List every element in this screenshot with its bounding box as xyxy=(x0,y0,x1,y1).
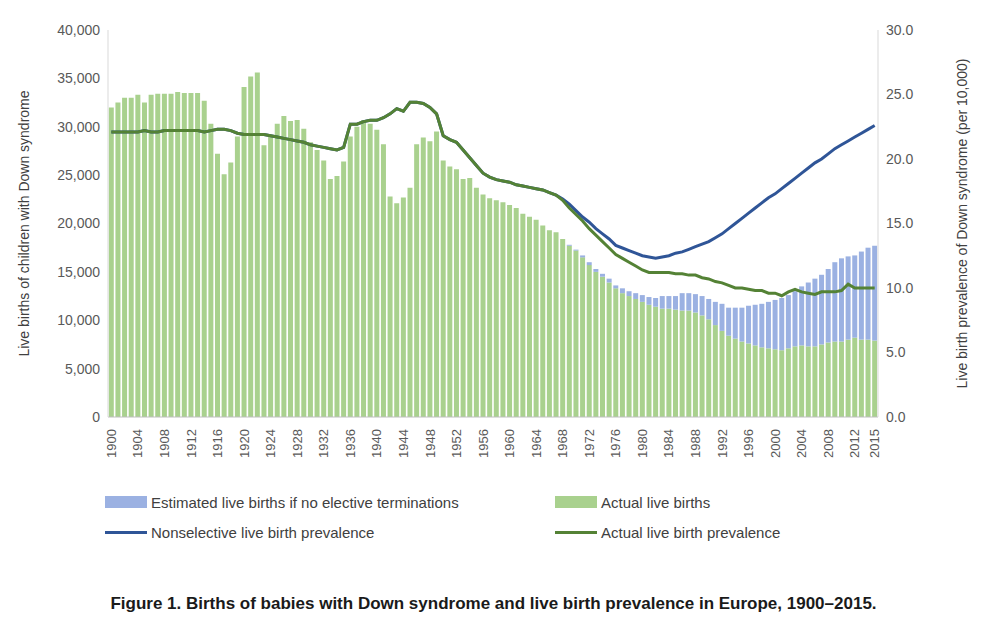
svg-text:1936: 1936 xyxy=(343,429,358,458)
svg-text:30.0: 30.0 xyxy=(886,22,913,38)
svg-text:1992: 1992 xyxy=(715,429,730,458)
svg-text:1976: 1976 xyxy=(608,429,623,458)
svg-text:20,000: 20,000 xyxy=(57,215,100,231)
html-text:Actual live births: Actual live births xyxy=(601,493,711,511)
svg-text:40,000: 40,000 xyxy=(57,22,100,38)
svg-text:25,000: 25,000 xyxy=(57,167,100,183)
svg-text:35,000: 35,000 xyxy=(57,70,100,86)
svg-text:1912: 1912 xyxy=(184,429,199,458)
svg-text:1980: 1980 xyxy=(635,429,650,458)
svg-text:5,000: 5,000 xyxy=(65,361,100,377)
svg-text:0: 0 xyxy=(92,409,100,425)
svg-text:5.0: 5.0 xyxy=(886,344,906,360)
html-text:Actual live birth prevalence: Actual live birth prevalence xyxy=(601,523,781,541)
svg-text:20.0: 20.0 xyxy=(886,151,913,167)
svg-text:30,000: 30,000 xyxy=(57,119,100,135)
html-text:Figure 1. Births of babies wit: Figure 1. Births of babies with Down syn… xyxy=(110,594,877,613)
svg-text:2008: 2008 xyxy=(821,429,836,458)
svg-text:1940: 1940 xyxy=(369,429,384,458)
svg-text:1996: 1996 xyxy=(741,429,756,458)
svg-text:15.0: 15.0 xyxy=(886,215,913,231)
svg-text:1964: 1964 xyxy=(529,429,544,458)
svg-text:1984: 1984 xyxy=(661,429,676,458)
svg-text:1944: 1944 xyxy=(396,429,411,458)
svg-text:1988: 1988 xyxy=(688,429,703,458)
svg-text:1916: 1916 xyxy=(210,429,225,458)
svg-text:1956: 1956 xyxy=(476,429,491,458)
svg-text:Live birth prevalence of Down: Live birth prevalence of Down syndrome (… xyxy=(954,59,970,389)
svg-text:1900: 1900 xyxy=(104,429,119,458)
svg-text:1908: 1908 xyxy=(157,429,172,458)
svg-text:1960: 1960 xyxy=(502,429,517,458)
svg-text:1952: 1952 xyxy=(449,429,464,458)
svg-text:Live births of children with D: Live births of children with Down syndro… xyxy=(16,90,32,356)
svg-text:2000: 2000 xyxy=(768,429,783,458)
svg-text:2004: 2004 xyxy=(794,429,809,458)
svg-text:1972: 1972 xyxy=(582,429,597,458)
svg-text:10.0: 10.0 xyxy=(886,280,913,296)
svg-text:1920: 1920 xyxy=(237,429,252,458)
svg-text:1904: 1904 xyxy=(130,429,145,458)
svg-text:2015: 2015 xyxy=(867,429,882,458)
html-text:Nonselective live birth preval: Nonselective live birth prevalence xyxy=(151,523,375,541)
html-text:Estimated live births if no el: Estimated live births if no elective ter… xyxy=(151,493,459,511)
svg-text:0.0: 0.0 xyxy=(886,409,906,425)
svg-text:25.0: 25.0 xyxy=(886,86,913,102)
svg-text:15,000: 15,000 xyxy=(57,264,100,280)
svg-text:1948: 1948 xyxy=(422,429,437,458)
svg-text:1932: 1932 xyxy=(316,429,331,458)
svg-text:10,000: 10,000 xyxy=(57,312,100,328)
svg-text:1928: 1928 xyxy=(290,429,305,458)
svg-text:2012: 2012 xyxy=(847,429,862,458)
svg-text:1968: 1968 xyxy=(555,429,570,458)
svg-text:1924: 1924 xyxy=(263,429,278,458)
